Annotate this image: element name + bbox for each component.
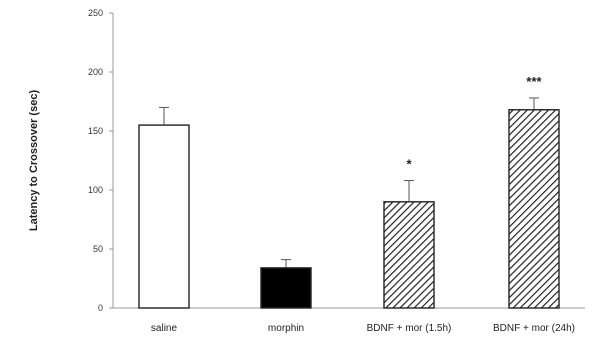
significance-marker: *** — [526, 74, 542, 89]
y-tick-label: 150 — [88, 126, 103, 136]
bar-bdnf-mor-24h — [508, 109, 560, 309]
y-tick-label: 50 — [93, 244, 103, 254]
x-category-label: morphin — [268, 323, 304, 334]
bars — [138, 97, 560, 309]
bar-saline — [138, 124, 190, 309]
x-category-label: saline — [151, 323, 178, 334]
labels: saline morphin * BDNF + mor (1.5h) *** BDNF +… — [151, 74, 575, 334]
bar-morphin — [260, 267, 312, 309]
x-category-label: BDNF + mor (24h) — [493, 323, 575, 334]
y-axis-label: Latency to Crossover (sec) — [28, 90, 40, 232]
x-category-label: BDNF + mor (1.5h) — [367, 323, 452, 334]
y-tick-label: 250 — [88, 8, 103, 18]
y-tick-label: 200 — [88, 67, 103, 77]
y-tick-label: 0 — [98, 303, 103, 313]
significance-marker: * — [406, 157, 412, 172]
y-tick-label: 100 — [88, 185, 103, 195]
axes: 0 50 100 150 200 250 — [88, 8, 585, 313]
bar-bdnf-mor-1-5h — [383, 201, 435, 309]
